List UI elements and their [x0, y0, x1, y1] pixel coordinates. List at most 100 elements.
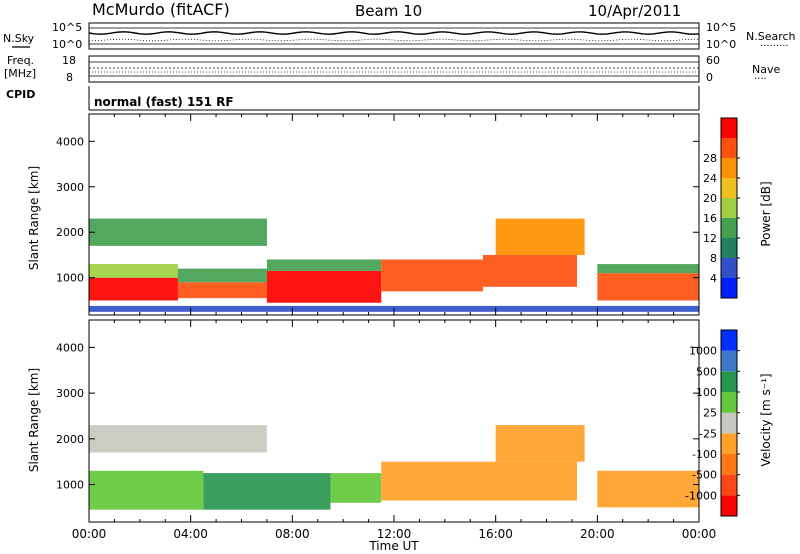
data-block	[266, 270, 382, 303]
data-block	[597, 470, 699, 508]
power-yticks: 1000 2000 3000 4000	[56, 114, 700, 315]
nsearch-dots: ·········	[760, 41, 789, 52]
nsky-label: N.Sky	[3, 32, 35, 45]
velocity-data	[89, 425, 699, 510]
power-data	[89, 218, 699, 312]
data-block	[89, 470, 204, 510]
colorbar-cell	[721, 330, 737, 351]
colorbar-cell	[721, 158, 737, 178]
nave-dots: ····	[754, 74, 767, 85]
colorbar-cell	[721, 371, 737, 392]
data-block	[381, 259, 483, 292]
data-block	[89, 264, 178, 278]
data-block	[482, 254, 577, 287]
noise-tick-low: 10^0	[52, 38, 82, 51]
data-block	[597, 273, 699, 301]
colorbar-cell	[721, 412, 737, 434]
colorbar-tick-label: -100	[692, 448, 717, 461]
x-tick-label: 04:00	[173, 527, 208, 541]
data-block	[330, 473, 382, 503]
data-block	[177, 268, 267, 283]
velocity-colorbar: 1000 500 100 25 -25 -100 -500 -1000	[685, 329, 740, 517]
colorbar-tick-label: -1000	[685, 489, 717, 502]
colorbar-cell	[721, 218, 737, 238]
data-block	[203, 473, 331, 510]
colorbar-tick-label: 20	[703, 192, 717, 205]
x-tick-label: 20:00	[580, 527, 615, 541]
colorbar-frame	[720, 117, 738, 299]
colorbar-cell	[721, 238, 737, 258]
data-block	[495, 425, 585, 462]
freq-label: Freq.	[7, 54, 34, 67]
beam-title: Beam 10	[355, 2, 422, 20]
colorbar-cell	[721, 474, 737, 496]
nsearch-line	[88, 38, 699, 42]
noise-tick-high-right: 10^5	[706, 21, 736, 34]
colorbar-tick-label: 4	[710, 272, 717, 285]
nave-tick-low: 0	[706, 71, 713, 84]
y-tick-label: 1000	[56, 272, 84, 285]
x-tick-label: 08:00	[275, 527, 310, 541]
mode-text: normal (fast) 151 RF	[94, 95, 234, 109]
nsearch-label: N.Search	[746, 30, 796, 43]
colorbar-tick-label: 25	[703, 407, 717, 420]
colorbar-tick-label: 28	[703, 152, 717, 165]
data-block	[89, 277, 178, 301]
data-block	[381, 461, 577, 501]
data-block	[89, 218, 267, 246]
y-tick-label: 4000	[56, 341, 84, 354]
velocity-xlabel: Time UT	[368, 539, 419, 553]
freq-tick-low: 8	[66, 71, 73, 84]
x-tick-label: 00:00	[72, 527, 107, 541]
y-tick-label: 4000	[56, 135, 84, 148]
nsky-line	[88, 31, 700, 35]
freq-unit-label: [MHz]	[4, 67, 36, 80]
data-block	[177, 282, 267, 299]
x-tick-label: 12:00	[377, 527, 412, 541]
noise-panel: 10^5 10^0 10^5 10^0 N.Sky N.Search ·····…	[3, 21, 796, 52]
colorbar-cell	[721, 138, 737, 158]
colorbar-tick-label: 8	[710, 252, 717, 265]
date-title: 10/Apr/2011	[588, 2, 681, 20]
colorbar-tick-label: 100	[696, 386, 717, 399]
power-colorbar: 4 8 12 16 20 24 28	[703, 117, 740, 299]
freq-panel: 18 8 60 0 Freq. [MHz] Nave ····	[4, 54, 780, 85]
data-block	[266, 259, 382, 271]
colorbar-tick-label: 24	[703, 172, 717, 185]
colorbar-tick-label: 500	[696, 365, 717, 378]
y-tick-label: 3000	[56, 387, 84, 400]
colorbar-cell	[721, 350, 737, 372]
colorbar-frame	[720, 329, 738, 517]
colorbar-cell	[721, 118, 737, 138]
nave-tick-high: 60	[706, 54, 720, 67]
velocity-ylabel: Slant Range [km]	[27, 368, 41, 472]
data-block	[495, 218, 585, 255]
nave-label: Nave	[752, 63, 780, 76]
y-tick-label: 1000	[56, 479, 84, 492]
y-tick-label: 3000	[56, 181, 84, 194]
velocity-xticks: 00:00 04:00 08:00 12:00 16:00 20:00 00:00	[72, 527, 717, 541]
cpid-label: CPID	[6, 88, 35, 101]
power-panel: 1000 2000 3000 4000 Slant Range [km]	[27, 113, 700, 316]
velocity-yticks: 1000 2000 3000 4000	[56, 320, 700, 522]
colorbar-cell	[721, 495, 737, 516]
data-block	[89, 425, 267, 453]
noise-tick-low-right: 10^0	[706, 38, 736, 51]
x-tick-label: 00:00	[682, 527, 717, 541]
station-title: McMurdo (fitACF)	[92, 0, 230, 19]
colorbar-cell	[721, 454, 737, 475]
noise-trace	[88, 31, 700, 42]
colorbar-cell	[721, 178, 737, 198]
y-tick-label: 2000	[56, 433, 84, 446]
colorbar-tick-label: -25	[699, 427, 717, 440]
colorbar-tick-label: 16	[703, 212, 717, 225]
velocity-colorbar-label: Velocity [m s⁻¹]	[759, 373, 773, 466]
colorbar-cell	[721, 278, 737, 298]
colorbar-cell	[721, 433, 737, 454]
colorbar-tick-label: -500	[692, 469, 717, 482]
data-block	[597, 264, 699, 274]
velocity-panel: 1000 2000 3000 4000 Slant Range [km] 00:00 0…	[27, 319, 717, 553]
y-tick-label: 2000	[56, 226, 84, 239]
colorbar-cell	[721, 392, 737, 413]
